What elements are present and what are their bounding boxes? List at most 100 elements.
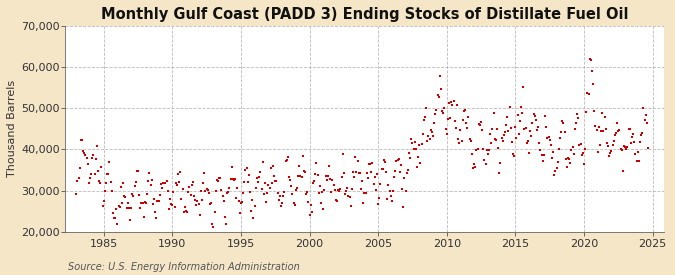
Point <box>110 215 121 220</box>
Point <box>112 221 123 226</box>
Point <box>476 120 487 124</box>
Point <box>344 195 355 199</box>
Point <box>358 201 369 205</box>
Point <box>132 168 143 173</box>
Point <box>598 128 609 133</box>
Point <box>588 82 599 87</box>
Point <box>295 174 306 178</box>
Point <box>87 155 98 160</box>
Point <box>535 148 546 153</box>
Point <box>82 161 93 166</box>
Point <box>192 199 203 203</box>
Point <box>147 202 158 207</box>
Point <box>570 121 581 125</box>
Point <box>472 147 483 152</box>
Point <box>429 121 439 126</box>
Point <box>580 147 591 152</box>
Point <box>428 134 439 138</box>
Point <box>377 167 388 172</box>
Point <box>292 186 302 191</box>
Point <box>532 127 543 132</box>
Point <box>488 111 499 116</box>
Point <box>211 177 222 182</box>
Point <box>191 202 202 207</box>
Point <box>213 179 223 184</box>
Point <box>231 196 242 200</box>
Point <box>630 152 641 157</box>
Point <box>537 159 548 163</box>
Point <box>534 141 545 145</box>
Point <box>271 179 281 183</box>
Point <box>95 180 106 185</box>
Point <box>167 203 178 207</box>
Point <box>311 161 322 165</box>
Point <box>222 191 233 195</box>
Point <box>521 141 532 145</box>
Point <box>628 132 639 136</box>
Point <box>394 170 405 174</box>
Point <box>73 176 84 181</box>
Point <box>105 180 116 185</box>
Point <box>341 188 352 193</box>
Point <box>107 188 117 193</box>
Point <box>634 139 645 144</box>
Point <box>494 170 505 175</box>
Point <box>453 137 464 141</box>
Point <box>607 143 618 147</box>
Point <box>552 160 563 165</box>
Point <box>325 177 335 182</box>
Point <box>622 145 632 149</box>
Point <box>559 130 570 134</box>
Point <box>566 147 576 152</box>
Point <box>415 161 426 165</box>
Point <box>550 169 561 174</box>
Point <box>109 216 119 221</box>
Point <box>72 178 83 183</box>
Point <box>126 206 136 211</box>
Point <box>225 177 236 181</box>
Point <box>560 157 571 161</box>
Point <box>545 143 556 147</box>
Point <box>450 125 461 130</box>
Point <box>198 181 209 185</box>
Point <box>623 127 634 131</box>
Point <box>614 128 625 132</box>
Point <box>480 162 491 167</box>
Point <box>371 188 381 192</box>
Point <box>405 155 416 160</box>
Y-axis label: Thousand Barrels: Thousand Barrels <box>7 80 17 177</box>
Point <box>373 202 383 206</box>
Point <box>135 206 146 210</box>
Point <box>137 201 148 205</box>
Point <box>352 159 363 164</box>
Point <box>277 201 288 206</box>
Point <box>390 168 401 173</box>
Point <box>143 178 154 183</box>
Point <box>319 188 330 192</box>
Point <box>165 196 176 201</box>
Point <box>491 138 502 142</box>
Point <box>178 209 189 214</box>
Point <box>641 112 651 117</box>
Point <box>362 176 373 181</box>
Point <box>184 185 195 189</box>
Point <box>407 141 418 145</box>
Point <box>531 118 541 122</box>
Point <box>290 188 301 192</box>
Point <box>626 135 637 139</box>
Point <box>461 121 472 125</box>
Point <box>84 176 95 180</box>
Point <box>346 187 357 191</box>
Point <box>193 202 204 206</box>
Point <box>119 194 130 199</box>
Point <box>120 195 131 200</box>
Point <box>107 211 118 215</box>
Point <box>558 120 569 125</box>
Point <box>496 136 507 141</box>
Point <box>99 199 109 204</box>
Point <box>308 181 319 185</box>
Point <box>285 178 296 183</box>
Point <box>161 179 172 184</box>
Point <box>589 109 599 113</box>
Point <box>574 142 585 147</box>
